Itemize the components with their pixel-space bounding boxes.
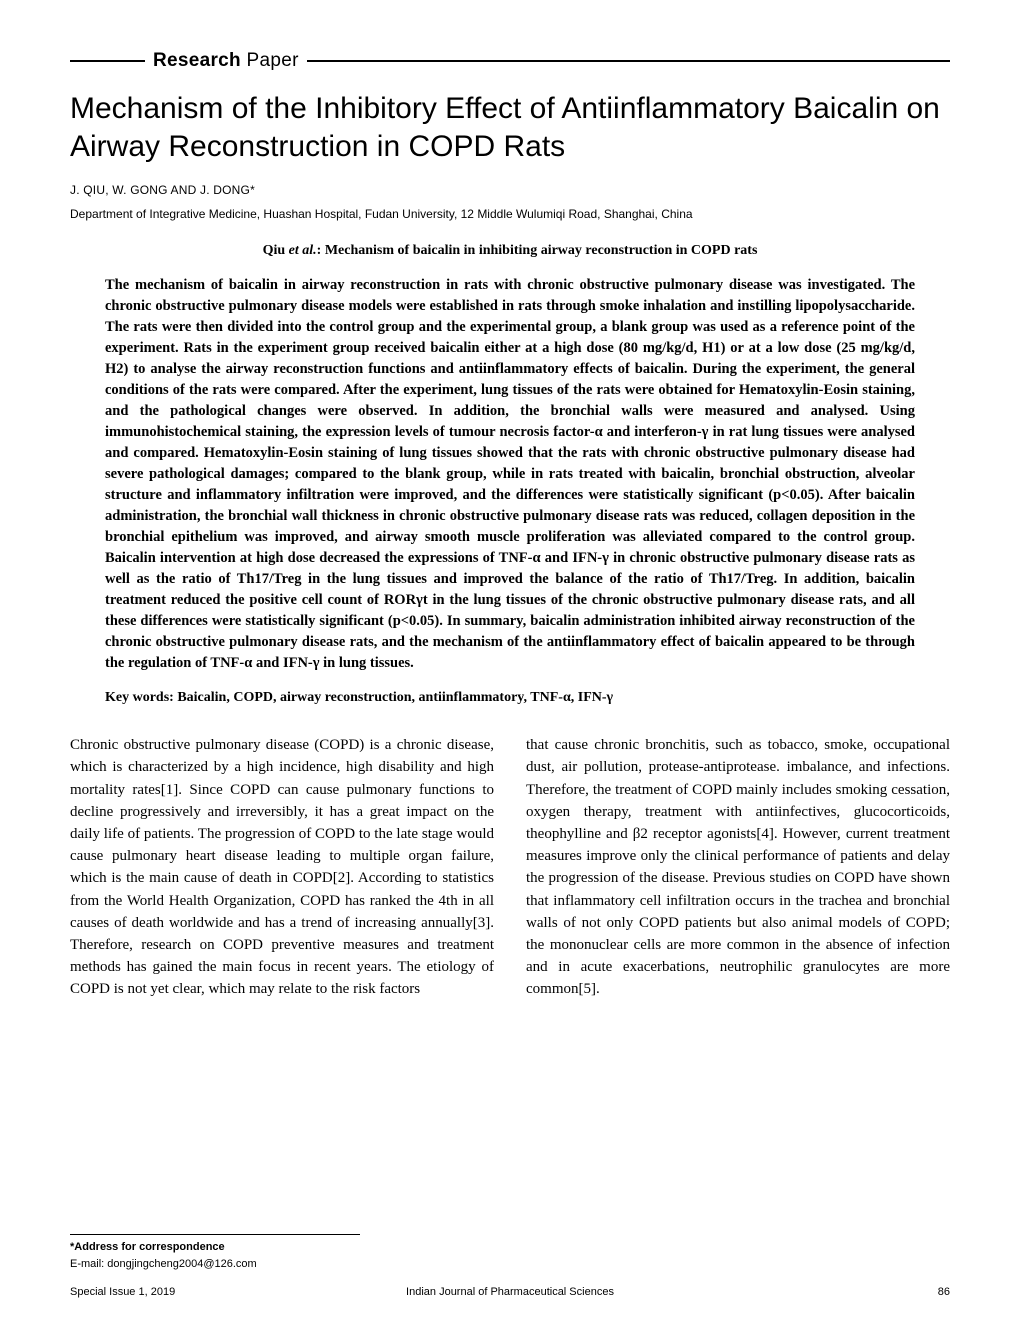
body-column-left: Chronic obstructive pulmonary disease (C…: [70, 734, 494, 1000]
authors-line: J. QIU, W. GONG AND J. DONG*: [70, 183, 950, 197]
rule-right: [307, 60, 950, 62]
article-title: Mechanism of the Inhibitory Effect of An…: [70, 90, 950, 165]
running-title-suffix: : Mechanism of baicalin in inhibiting ai…: [317, 243, 758, 258]
footer-journal: Indian Journal of Pharmaceutical Science…: [406, 1286, 614, 1298]
rule-left: [70, 60, 145, 62]
affiliation-line: Department of Integrative Medicine, Huas…: [70, 207, 950, 221]
correspondence-block: *Address for correspondence E-mail: dong…: [70, 1239, 257, 1272]
footer-page-number: 86: [938, 1286, 950, 1298]
header-rule: Research Paper: [70, 50, 950, 72]
running-title: Qiu et al.: Mechanism of baicalin in inh…: [70, 243, 950, 259]
section-label: Research Paper: [145, 50, 307, 72]
footer-issue: Special Issue 1, 2019: [70, 1286, 175, 1298]
body-column-right: that cause chronic bronchitis, such as t…: [526, 734, 950, 1000]
body-text: Chronic obstructive pulmonary disease (C…: [70, 734, 950, 1000]
running-title-prefix: Qiu: [263, 243, 289, 258]
section-label-light: Paper: [241, 50, 299, 71]
keywords-line: Key words: Baicalin, COPD, airway recons…: [70, 690, 950, 706]
footer-separator: [70, 1234, 360, 1235]
correspondence-email: E-mail: dongjingcheng2004@126.com: [70, 1256, 257, 1273]
section-label-bold: Research: [153, 50, 241, 71]
running-title-italic: et al.: [289, 243, 317, 258]
correspondence-label: *Address for correspondence: [70, 1239, 257, 1256]
abstract-text: The mechanism of baicalin in airway reco…: [70, 275, 950, 674]
page-footer: Special Issue 1, 2019 Indian Journal of …: [70, 1286, 950, 1298]
